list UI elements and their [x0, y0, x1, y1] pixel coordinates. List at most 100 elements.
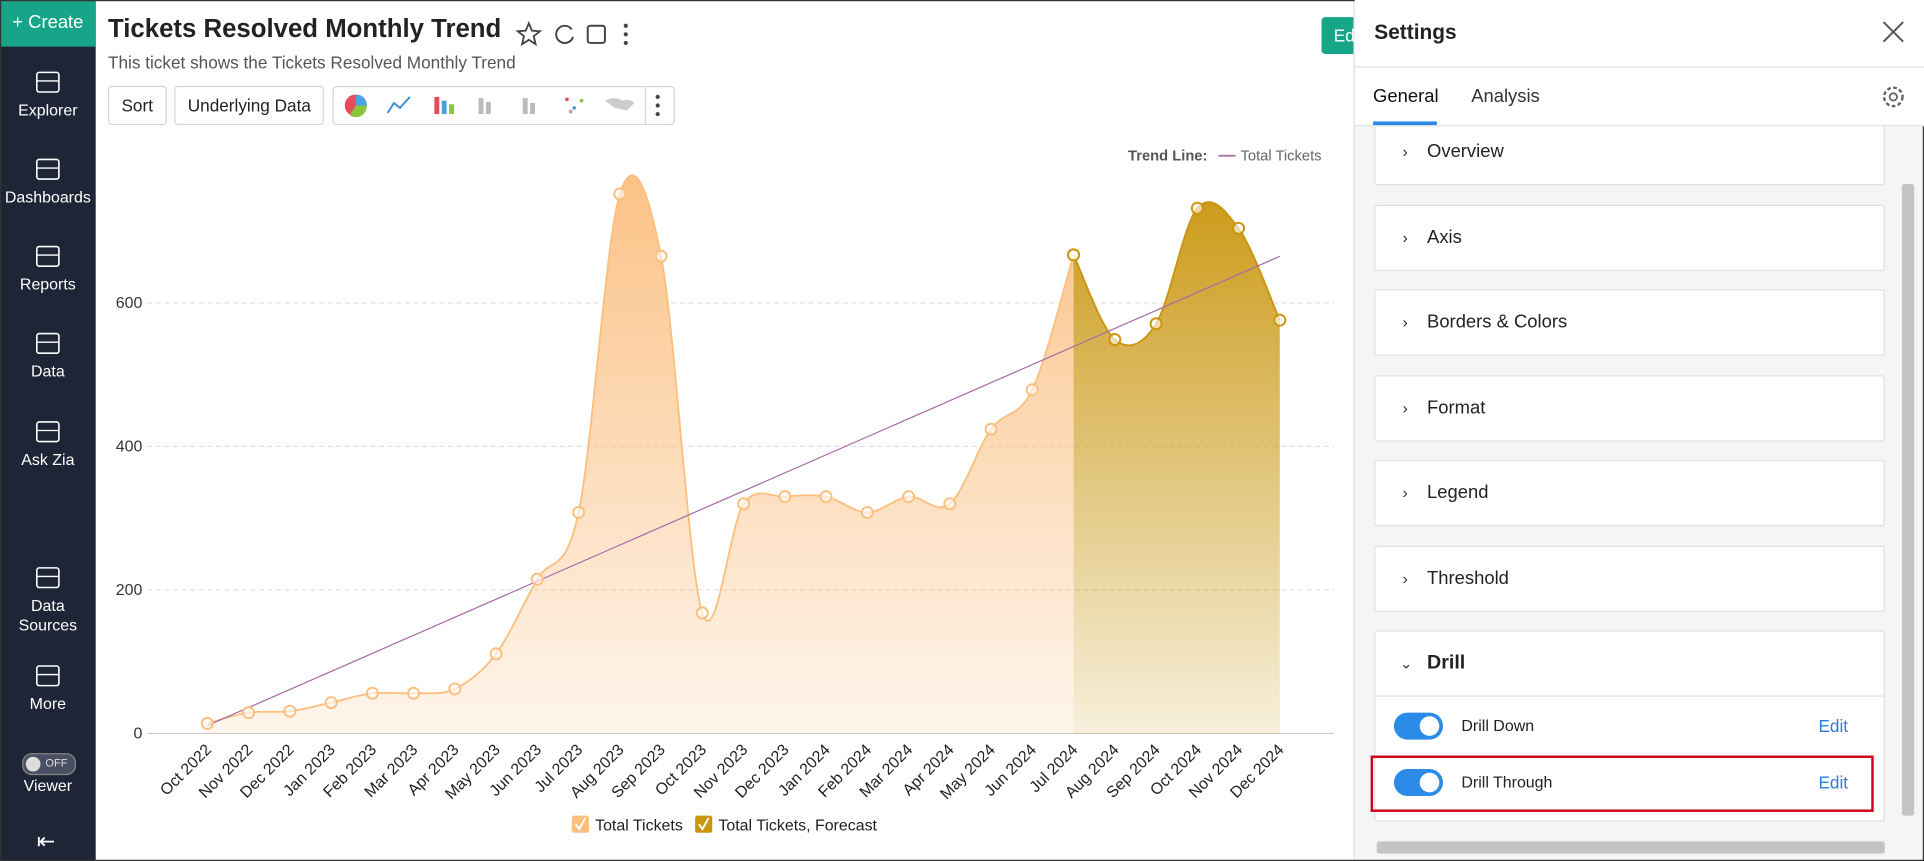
- nav-label[interactable]: Explorer: [18, 100, 78, 119]
- gear-icon[interactable]: [1880, 83, 1907, 110]
- close-icon[interactable]: [1880, 18, 1907, 45]
- sort-button[interactable]: Sort: [107, 85, 167, 126]
- refresh-icon[interactable]: [555, 24, 574, 44]
- map-icon[interactable]: [604, 98, 635, 111]
- data-point: [819, 490, 833, 504]
- settings-section[interactable]: › Borders & Colors: [1374, 289, 1885, 356]
- data-point: [984, 422, 998, 436]
- nav-label[interactable]: Data: [31, 361, 65, 381]
- sidebar: + Create Explorer Dashboards Reports Data As…: [0, 0, 96, 861]
- nav-icon[interactable]: [34, 156, 61, 183]
- data-point: [737, 497, 751, 511]
- bar-icon[interactable]: [434, 96, 440, 115]
- option-label: Drill Down: [1461, 716, 1535, 735]
- data-point: [448, 682, 462, 696]
- toggle-knob: [1419, 772, 1440, 793]
- toolbar-frame: [332, 85, 675, 126]
- data-point: [200, 716, 214, 730]
- data-point: [407, 686, 421, 700]
- scrollbar-vertical: [1901, 183, 1915, 816]
- data-point: [1190, 201, 1204, 215]
- legend-swatch: [571, 815, 589, 833]
- icon-shape: [36, 245, 60, 267]
- edit-link[interactable]: Edit: [1818, 716, 1849, 736]
- chevron-right: ›: [1402, 397, 1408, 417]
- toolbar-more[interactable]: [655, 94, 660, 99]
- more-icon[interactable]: [623, 23, 628, 28]
- save-icon[interactable]: [586, 24, 606, 44]
- chevron-right: ›: [1402, 483, 1408, 502]
- drill-header[interactable]: ⌄ Drill: [1375, 632, 1884, 697]
- collapse-icon[interactable]: ⇤: [36, 829, 56, 854]
- section-title: Format: [1427, 396, 1486, 418]
- nav-icon[interactable]: [34, 418, 61, 445]
- data-point: [324, 696, 338, 710]
- line-icon[interactable]: [386, 96, 411, 114]
- y-tick-label: 400: [116, 438, 143, 455]
- edit-link[interactable]: Edit: [1818, 772, 1849, 793]
- y-tick-label: 600: [116, 295, 143, 312]
- nav-icon[interactable]: [34, 243, 61, 270]
- icon-shape: [36, 71, 60, 93]
- tab-general[interactable]: General: [1373, 85, 1439, 107]
- data-point: [778, 490, 792, 504]
- settings-section[interactable]: › Format: [1374, 374, 1885, 441]
- data-point: [242, 706, 256, 720]
- toggle-switch[interactable]: [1393, 712, 1443, 740]
- section-title: Legend: [1427, 482, 1489, 503]
- viewer-toggle[interactable]: OFF: [22, 753, 77, 776]
- trend-name: Total Tickets: [1241, 149, 1322, 165]
- data-point: [1273, 313, 1287, 327]
- scatter-icon[interactable]: [565, 97, 584, 114]
- data-point: [1108, 333, 1122, 347]
- tab-analysis[interactable]: Analysis: [1471, 85, 1540, 107]
- data-point: [283, 704, 297, 718]
- nav-icon[interactable]: [34, 330, 61, 357]
- nav-icon[interactable]: [34, 662, 61, 689]
- nav-label[interactable]: Dashboards: [4, 187, 91, 207]
- chevron-right: ›: [1402, 142, 1408, 161]
- nav-icon[interactable]: [34, 69, 61, 96]
- viewer-label: Viewer: [23, 776, 73, 795]
- bar-icon: [441, 100, 447, 115]
- data-point: [572, 505, 586, 519]
- chevron-right: ›: [1402, 227, 1408, 246]
- chevron-down: ⌄: [1400, 654, 1413, 673]
- section-title: Overview: [1427, 141, 1504, 162]
- y-tick-label: 200: [116, 582, 143, 599]
- legend-label: Total Tickets: [595, 817, 683, 834]
- toolbar-more: [655, 111, 660, 117]
- nav-label[interactable]: More: [29, 694, 67, 713]
- settings-header: Settings General Analysis: [1354, 0, 1924, 127]
- column-icon[interactable]: [522, 98, 528, 115]
- trend-label: Trend Line:: [1128, 149, 1207, 165]
- nav-label[interactable]: Ask Zia: [21, 450, 75, 469]
- settings-section[interactable]: › Legend: [1374, 459, 1885, 527]
- toggle-knob: [25, 756, 41, 772]
- toggle-text: OFF: [45, 756, 68, 770]
- section-title: Threshold: [1427, 567, 1509, 589]
- icon-shape: [36, 421, 60, 443]
- trend-line: [207, 255, 1281, 727]
- toggle-switch[interactable]: [1393, 769, 1443, 796]
- nav-label[interactable]: Data Sources: [18, 596, 78, 635]
- data-point: [613, 187, 627, 201]
- settings-section[interactable]: › Overview: [1374, 118, 1885, 186]
- y-tick-label: 0: [133, 725, 142, 742]
- area-fill: [1073, 201, 1280, 734]
- icon-shape: [36, 158, 60, 180]
- drill-section: ⌄ Drill Drill Down Edit Drill Through Edit: [1374, 630, 1885, 822]
- favorite-icon[interactable]: [515, 20, 543, 47]
- underlying-data-button[interactable]: Underlying Data: [174, 85, 325, 126]
- data-point: [654, 249, 668, 263]
- settings-section[interactable]: › Axis: [1374, 204, 1885, 271]
- stack-icon[interactable]: [478, 98, 484, 115]
- option-label: Drill Through: [1461, 772, 1553, 792]
- nav-label[interactable]: Reports: [19, 274, 76, 294]
- more-icon: [623, 32, 628, 37]
- chart-type-toolbar: [332, 85, 675, 126]
- settings-section[interactable]: › Threshold: [1374, 545, 1885, 612]
- create-button[interactable]: + Create: [0, 0, 96, 47]
- nav-icon[interactable]: [34, 564, 61, 591]
